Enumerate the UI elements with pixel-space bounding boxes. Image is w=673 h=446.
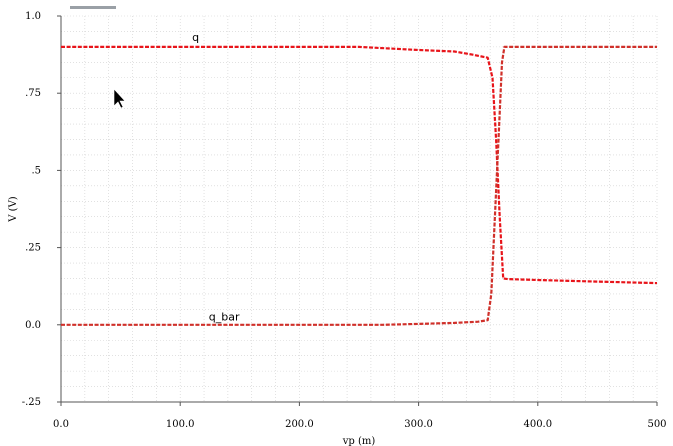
y-tick-label: 1.0	[25, 11, 41, 22]
x-tick-label: 200.0	[285, 419, 314, 430]
series-label-q-bar: q_bar	[209, 310, 240, 323]
y-tick-label: 0.0	[25, 320, 41, 331]
y-tick-label: .5	[31, 165, 41, 176]
axes: 1.0 .75 .5 .25 0.0 -.25 0.0 100.0 200.0 300.0 400.…	[22, 11, 667, 430]
x-tick-label: 100.0	[166, 419, 195, 430]
series-group: q q_bar	[61, 31, 658, 326]
grid	[60, 15, 658, 403]
series-label-q: q	[192, 31, 199, 44]
y-tick-label: .75	[25, 88, 41, 99]
decor	[70, 6, 126, 109]
series-line-q	[61, 45, 658, 285]
mouse-cursor-icon	[113, 88, 126, 109]
toolbar-remnant	[70, 6, 116, 9]
x-tick-label: 300.0	[404, 419, 433, 430]
y-tick-label: .25	[25, 243, 41, 254]
y-axis-label: V (V)	[8, 196, 19, 223]
x-tick-label: 0.0	[53, 419, 69, 430]
x-tick-label: 500	[647, 419, 666, 430]
series-line-q-bar	[61, 45, 657, 326]
labels: V (V) vp (m)	[8, 196, 375, 446]
y-tick-label: -.25	[22, 397, 41, 408]
x-tick-label: 400.0	[523, 419, 552, 430]
x-axis-label: vp (m)	[342, 436, 376, 446]
